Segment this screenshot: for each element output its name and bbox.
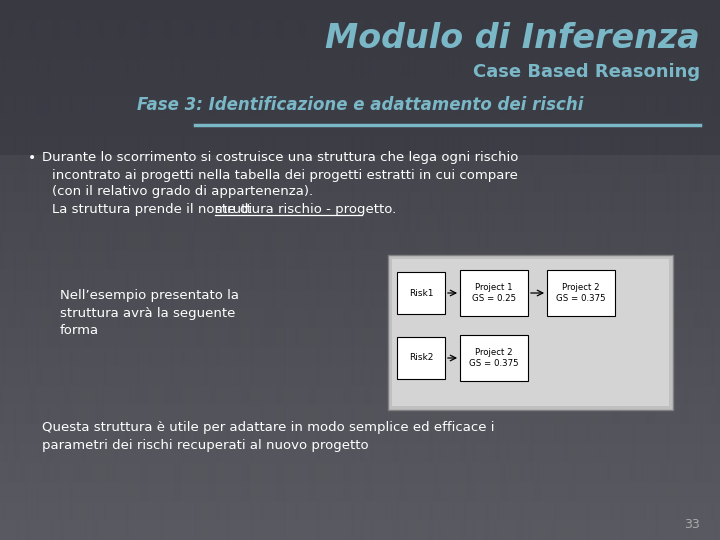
Bar: [397, 272, 445, 314]
Text: struttura avrà la seguente: struttura avrà la seguente: [60, 307, 235, 320]
Text: Questa struttura è utile per adattare in modo semplice ed efficace i: Questa struttura è utile per adattare in…: [42, 422, 495, 435]
Text: •: •: [28, 151, 36, 165]
Bar: [397, 337, 445, 379]
Bar: [392, 259, 669, 406]
Text: (con il relativo grado di appartenenza).: (con il relativo grado di appartenenza).: [52, 186, 313, 199]
Bar: [388, 255, 673, 410]
Bar: [460, 335, 528, 381]
Text: Modulo di Inferenza: Modulo di Inferenza: [325, 22, 700, 55]
Text: Project 2
GS = 0.375: Project 2 GS = 0.375: [556, 284, 606, 303]
Text: forma: forma: [60, 325, 99, 338]
Text: parametri dei rischi recuperati al nuovo progetto: parametri dei rischi recuperati al nuovo…: [42, 440, 369, 453]
Text: Project 1
GS = 0.25: Project 1 GS = 0.25: [472, 284, 516, 303]
Bar: [460, 270, 528, 316]
Text: Risk2: Risk2: [409, 354, 433, 362]
Text: La struttura prende il nome di: La struttura prende il nome di: [52, 202, 256, 215]
Text: Durante lo scorrimento si costruisce una struttura che lega ogni rischio: Durante lo scorrimento si costruisce una…: [42, 152, 518, 165]
Bar: [547, 270, 615, 316]
Text: Nell’esempio presentato la: Nell’esempio presentato la: [60, 288, 239, 301]
Text: Fase 3: Identificazione e adattamento dei rischi: Fase 3: Identificazione e adattamento de…: [137, 96, 583, 114]
Text: struttura rischio - progetto.: struttura rischio - progetto.: [215, 202, 396, 215]
Text: Risk1: Risk1: [409, 288, 433, 298]
Text: Case Based Reasoning: Case Based Reasoning: [473, 63, 700, 81]
Bar: [0, 0, 720, 155]
Text: 33: 33: [684, 518, 700, 531]
Text: incontrato ai progetti nella tabella dei progetti estratti in cui compare: incontrato ai progetti nella tabella dei…: [52, 168, 518, 181]
Text: Project 2
GS = 0.375: Project 2 GS = 0.375: [469, 348, 519, 368]
